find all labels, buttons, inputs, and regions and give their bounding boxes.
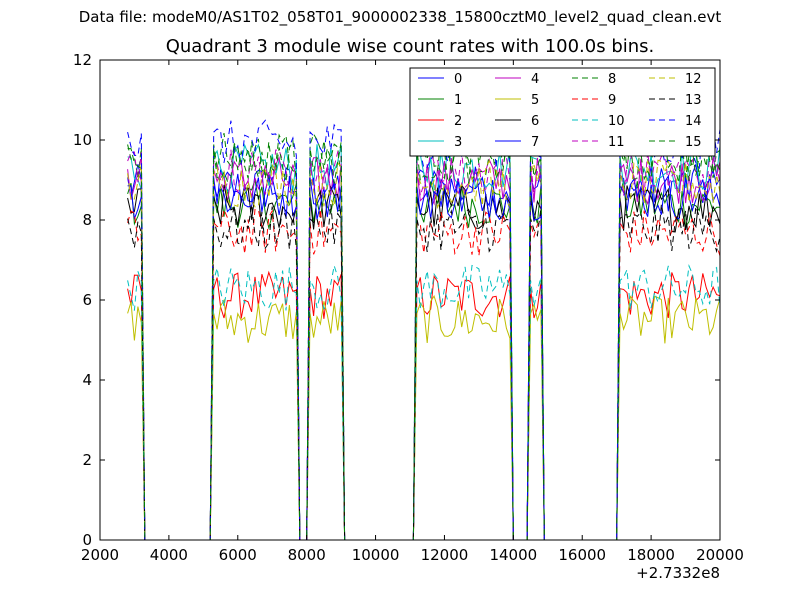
legend-label-10: 10 bbox=[608, 114, 625, 129]
legend-label-0: 0 bbox=[454, 72, 462, 87]
series-line-14 bbox=[127, 119, 721, 541]
legend-label-3: 3 bbox=[454, 135, 462, 150]
series-line-1 bbox=[127, 178, 720, 541]
x-tick-label: 8000 bbox=[288, 546, 326, 564]
series-line-3 bbox=[127, 143, 721, 541]
series-line-10 bbox=[127, 264, 721, 541]
series-layer bbox=[127, 119, 721, 541]
y-tick-label: 4 bbox=[82, 371, 92, 389]
series-line-7 bbox=[127, 174, 721, 541]
tick-layer: 2000 4000 6000 8000 10000 12000 14000 16000 1800… bbox=[73, 51, 744, 564]
legend-label-5: 5 bbox=[531, 93, 539, 108]
data-file-title: Data file: modeM0/AS1T02_058T01_90000023… bbox=[78, 8, 722, 26]
y-tick-label: 10 bbox=[73, 131, 92, 149]
legend-label-13: 13 bbox=[685, 93, 702, 108]
series-line-5 bbox=[127, 294, 721, 541]
legend-label-1: 1 bbox=[454, 93, 462, 108]
legend-label-6: 6 bbox=[531, 114, 539, 129]
x-tick-label: 20000 bbox=[696, 546, 744, 564]
series-line-6 bbox=[127, 184, 721, 541]
chart-title: Quadrant 3 module wise count rates with … bbox=[165, 36, 655, 57]
legend-label-9: 9 bbox=[608, 93, 616, 108]
legend-label-8: 8 bbox=[608, 72, 616, 87]
series-line-12 bbox=[127, 159, 721, 541]
x-offset-label: +2.7332e8 bbox=[636, 564, 720, 582]
series-line-15 bbox=[127, 134, 721, 541]
x-tick-label: 4000 bbox=[150, 546, 188, 564]
legend-label-7: 7 bbox=[531, 135, 539, 150]
y-tick-label: 6 bbox=[82, 291, 92, 309]
x-tick-label: 10000 bbox=[352, 546, 400, 564]
legend-label-2: 2 bbox=[454, 114, 462, 129]
y-tick-label: 2 bbox=[82, 451, 92, 469]
x-tick-label: 2000 bbox=[81, 546, 119, 564]
x-tick-label: 14000 bbox=[489, 546, 537, 564]
legend-label-11: 11 bbox=[608, 135, 625, 150]
legend-label-4: 4 bbox=[531, 72, 539, 87]
series-line-13 bbox=[127, 203, 721, 541]
y-tick-label: 12 bbox=[73, 51, 92, 69]
legend-label-15: 15 bbox=[685, 135, 702, 150]
y-tick-label: 0 bbox=[82, 531, 92, 549]
x-tick-label: 12000 bbox=[421, 546, 469, 564]
series-line-9 bbox=[127, 208, 721, 541]
x-tick-label: 6000 bbox=[219, 546, 257, 564]
legend-label-14: 14 bbox=[685, 114, 702, 129]
y-tick-label: 8 bbox=[82, 211, 92, 229]
x-tick-label: 16000 bbox=[558, 546, 606, 564]
x-tick-label: 18000 bbox=[627, 546, 675, 564]
legend-label-12: 12 bbox=[685, 72, 702, 87]
